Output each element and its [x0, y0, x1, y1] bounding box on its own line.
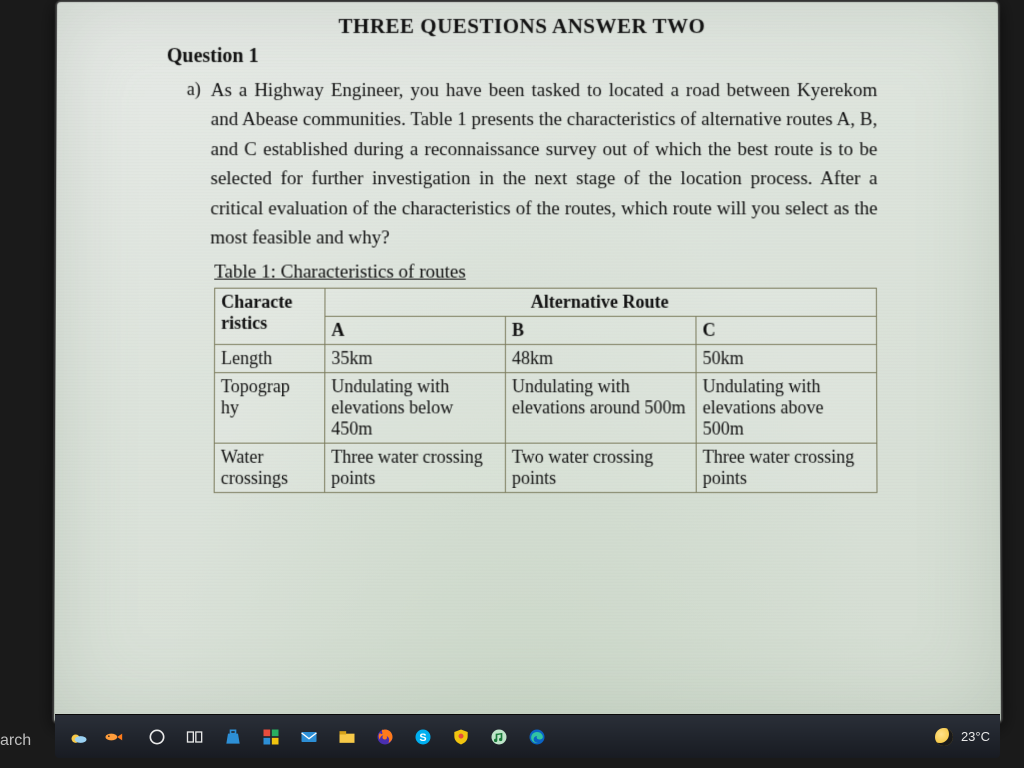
- skype-icon[interactable]: S: [409, 723, 437, 751]
- item-text: As a Highway Engineer, you have been tas…: [210, 76, 877, 253]
- cell: 48km: [505, 344, 696, 372]
- mail-icon[interactable]: [295, 723, 323, 751]
- store-icon[interactable]: [219, 723, 247, 751]
- cell: Three water crossing points: [325, 443, 506, 492]
- music-icon[interactable]: [485, 723, 513, 751]
- table-col-A: A: [325, 316, 506, 344]
- item-letter: a): [186, 76, 201, 253]
- taskbar-system-tray[interactable]: 23°C: [935, 728, 990, 746]
- row-label: Length: [214, 344, 324, 372]
- table-row: Topography Undulating with elevations be…: [214, 372, 877, 442]
- cell: Three water crossing points: [696, 443, 877, 492]
- fish-widget-icon[interactable]: [99, 723, 127, 751]
- question-heading: Question 1: [167, 45, 877, 68]
- question-item: a) As a Highway Engineer, you have been …: [186, 76, 878, 253]
- table-header-alternative: Alternative Route: [325, 288, 877, 316]
- table-col-C: C: [696, 316, 877, 344]
- temperature-readout: 23°C: [961, 729, 990, 744]
- firefox-icon[interactable]: [371, 723, 399, 751]
- document-content: THREE QUESTIONS ANSWER TWO Question 1 a)…: [145, 2, 898, 517]
- doc-title: THREE QUESTIONS ANSWER TWO: [167, 14, 877, 39]
- cell: Undulating with elevations around 500m: [505, 372, 696, 442]
- cell: 35km: [325, 344, 506, 372]
- table-col-B: B: [505, 316, 696, 344]
- table-header-characteristics: Characteristics: [215, 288, 325, 344]
- row-label: Topography: [214, 372, 325, 442]
- weather-widget-icon[interactable]: [65, 723, 93, 751]
- row-label: Water crossings: [214, 443, 325, 492]
- cortana-icon[interactable]: [143, 723, 171, 751]
- edge-icon[interactable]: [523, 723, 551, 751]
- cell: Undulating with elevations below 450m: [325, 372, 506, 442]
- table-caption: Table 1: Characteristics of routes: [214, 261, 878, 283]
- svg-text:S: S: [419, 732, 426, 744]
- table-row: Length 35km 48km 50km: [214, 344, 876, 372]
- night-mode-icon: [935, 728, 953, 746]
- task-view-icon[interactable]: [181, 723, 209, 751]
- shield-icon[interactable]: [447, 723, 475, 751]
- cell: Two water crossing points: [505, 443, 696, 492]
- search-label-cut: arch: [0, 732, 31, 750]
- document-photo: THREE QUESTIONS ANSWER TWO Question 1 a)…: [52, 0, 1003, 724]
- table-row: Water crossings Three water crossing poi…: [214, 443, 877, 492]
- cell: Undulating with elevations above 500m: [696, 372, 877, 442]
- file-explorer-icon[interactable]: [333, 723, 361, 751]
- cell: 50km: [696, 344, 877, 372]
- windows-taskbar: S 23°C: [55, 714, 1000, 758]
- tiles-icon[interactable]: [257, 723, 285, 751]
- routes-table: Characteristics Alternative Route A B C …: [214, 287, 878, 492]
